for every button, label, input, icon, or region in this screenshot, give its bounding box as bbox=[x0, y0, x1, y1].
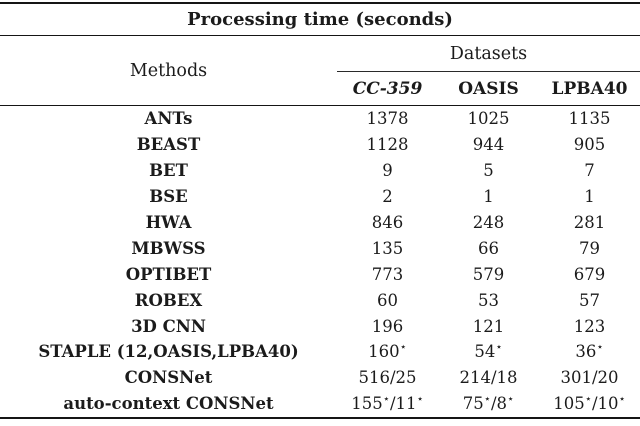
method-name: MBWSS bbox=[131, 238, 206, 258]
cell-value: 123 bbox=[573, 316, 606, 336]
table-row: ROBEX 60 53 57 bbox=[0, 287, 640, 313]
cell-value: 214/18 bbox=[459, 368, 518, 388]
cell-value: 248 bbox=[472, 213, 505, 232]
cell-value: 516/25 bbox=[358, 368, 417, 388]
group-header-row: Methods Datasets bbox=[0, 35, 640, 106]
cell-value: 1128 bbox=[366, 135, 409, 155]
method-name: OPTIBET bbox=[125, 264, 212, 284]
cell-value: 773 bbox=[371, 264, 404, 284]
column-header-oasis: OASIS bbox=[438, 71, 539, 106]
table-header: Processing time (seconds) Methods Datase… bbox=[0, 3, 640, 106]
cell-value: 1025 bbox=[467, 109, 510, 129]
cell-value: 196 bbox=[371, 316, 404, 336]
method-name: ROBEX bbox=[134, 290, 203, 310]
column-header-cc359: CC-359 bbox=[337, 71, 438, 106]
table-row: OPTIBET 773 579 679 bbox=[0, 261, 640, 287]
cell-value: 1135 bbox=[568, 109, 611, 129]
cell-value: 66 bbox=[478, 238, 499, 258]
method-name: HWA bbox=[145, 213, 192, 232]
method-name: BET bbox=[149, 161, 188, 181]
cell-value: 60 bbox=[377, 290, 398, 310]
cell-value: 5 bbox=[483, 161, 494, 181]
table-row: BET 9 5 7 bbox=[0, 158, 640, 184]
cell-value: 846 bbox=[371, 213, 404, 232]
processing-time-table: Processing time (seconds) Methods Datase… bbox=[0, 2, 640, 419]
table-row: BSE 2 1 1 bbox=[0, 184, 640, 210]
cell-value: 53 bbox=[478, 290, 499, 310]
cell-value: 160⋆ bbox=[368, 339, 407, 362]
cell-value: 1 bbox=[584, 187, 595, 207]
table-row: HWA 846 248 281 bbox=[0, 210, 640, 236]
method-name: STAPLE (12,OASIS,LPBA40) bbox=[38, 342, 299, 362]
method-name: BSE bbox=[149, 187, 188, 207]
cell-value: 155⋆/11⋆ bbox=[351, 391, 424, 414]
methods-header: Methods bbox=[0, 35, 337, 106]
method-name: auto-context CONSNet bbox=[63, 394, 274, 414]
cell-value: 7 bbox=[584, 161, 595, 181]
table-row: STAPLE (12,OASIS,LPBA40) 160⋆ 54⋆ 36⋆ bbox=[0, 339, 640, 365]
cell-value: 1378 bbox=[366, 109, 409, 129]
column-header-row: CC-359 OASIS LPBA40 bbox=[0, 71, 640, 106]
cell-value: 135 bbox=[371, 238, 404, 258]
cell-value: 36⋆ bbox=[575, 339, 604, 362]
cell-value: 121 bbox=[472, 316, 505, 336]
cell-value: 281 bbox=[573, 213, 606, 232]
table-row: CONSNet 516/25 214/18 301/20 bbox=[0, 365, 640, 391]
table-row: auto-context CONSNet 155⋆/11⋆ 75⋆/8⋆ 105… bbox=[0, 391, 640, 418]
method-name: BEAST bbox=[136, 135, 201, 155]
table-body: ANTs 1378 1025 1135 BEAST 1128 944 905 B… bbox=[0, 106, 640, 418]
column-header-lpba40: LPBA40 bbox=[539, 71, 640, 106]
cell-value: 79 bbox=[579, 238, 601, 258]
method-name: ANTs bbox=[144, 109, 193, 129]
table-row: 3D CNN 196 121 123 bbox=[0, 313, 640, 339]
cell-value: 75⋆/8⋆ bbox=[462, 391, 515, 414]
title-row: Processing time (seconds) bbox=[0, 3, 640, 36]
cell-value: 944 bbox=[472, 135, 505, 155]
cell-value: 579 bbox=[472, 264, 505, 284]
method-name: 3D CNN bbox=[131, 316, 206, 336]
cell-value: 1 bbox=[483, 187, 494, 207]
table-row: ANTs 1378 1025 1135 bbox=[0, 106, 640, 132]
cell-value: 2 bbox=[382, 187, 393, 207]
table-row: BEAST 1128 944 905 bbox=[0, 132, 640, 158]
cell-value: 105⋆/10⋆ bbox=[553, 391, 626, 414]
table-title: Processing time (seconds) bbox=[0, 3, 640, 36]
cell-value: 301/20 bbox=[560, 368, 619, 388]
cell-value: 54⋆ bbox=[474, 339, 503, 362]
datasets-header: Datasets bbox=[337, 35, 640, 72]
cell-value: 57 bbox=[579, 290, 601, 310]
cell-value: 679 bbox=[573, 264, 606, 284]
cell-value: 9 bbox=[382, 161, 393, 181]
method-name: CONSNet bbox=[124, 368, 213, 388]
table-row: MBWSS 135 66 79 bbox=[0, 235, 640, 261]
cell-value: 905 bbox=[573, 135, 606, 155]
